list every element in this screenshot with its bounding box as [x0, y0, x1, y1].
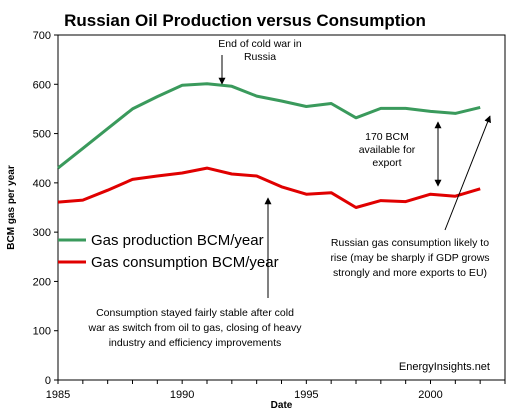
annotation-risegas-text: strongly and more exports to EU) — [333, 267, 487, 279]
annotation-bcm-text: export — [372, 157, 401, 169]
y-tick-label: 300 — [33, 227, 51, 239]
chart-title: Russian Oil Production versus Consumptio… — [64, 11, 426, 30]
y-tick-label: 200 — [33, 276, 51, 288]
y-axis: 0 100 200 300 400 500 600 700 — [33, 30, 58, 387]
series-line-consumption — [57, 166, 481, 209]
y-tick-label: 100 — [33, 326, 51, 338]
annotation-stable-text: war as switch from oil to gas, closing o… — [87, 322, 302, 334]
x-axis-label: Date — [271, 400, 293, 410]
legend-label: Gas consumption BCM/year — [91, 254, 279, 271]
x-axis: 1985 1990 1995 2000 — [46, 380, 506, 401]
x-tick-label: 1985 — [46, 389, 70, 401]
annotation-bcm-text: available for — [359, 144, 416, 156]
annotation-stable-text: industry and efficiency improvements — [109, 337, 282, 349]
annotation-bcm-text: 170 BCM — [365, 131, 409, 143]
annotation-stable-text: Consumption stayed fairly stable after c… — [96, 307, 294, 319]
y-tick-label: 600 — [33, 79, 51, 91]
legend: Gas production BCM/year Gas consumption B… — [58, 232, 279, 271]
annotation-coldwar-text: Russia — [244, 51, 276, 63]
series-line-production — [57, 82, 481, 170]
watermark: EnergyInsights.net — [399, 361, 490, 373]
annotation-risegas-arrow — [444, 115, 491, 231]
x-tick-label: 1995 — [294, 389, 318, 401]
y-tick-label: 500 — [33, 129, 51, 141]
series-layer — [57, 82, 481, 209]
annotation-coldwar-text: End of cold war in — [218, 38, 302, 50]
y-tick-label: 700 — [33, 30, 51, 42]
y-axis-label: BCM gas per year — [6, 165, 17, 250]
y-tick-label: 0 — [45, 375, 51, 387]
annotation-risegas-text: rise (may be sharply if GDP grows — [330, 252, 489, 264]
x-tick-label: 1990 — [170, 389, 194, 401]
legend-label: Gas production BCM/year — [91, 232, 264, 249]
annotation-risegas-text: Russian gas consumption likely to — [331, 237, 489, 249]
x-tick-label: 2000 — [418, 389, 442, 401]
y-tick-label: 400 — [33, 178, 51, 190]
